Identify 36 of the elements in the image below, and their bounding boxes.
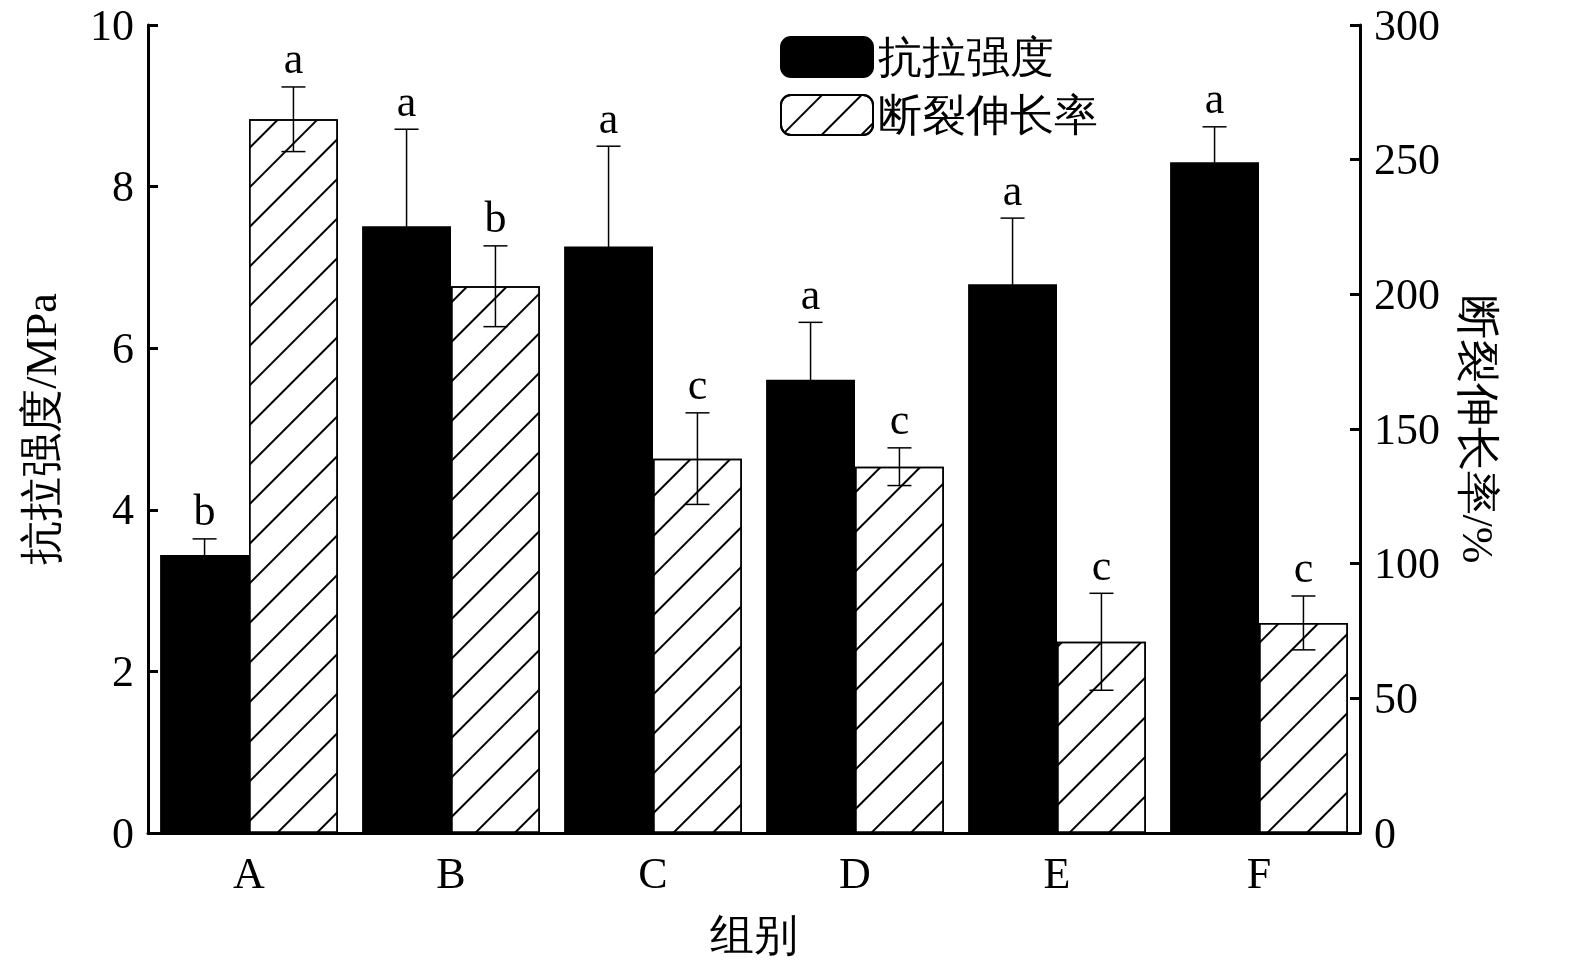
y-tick-label: 0 [112,808,134,858]
y2-tick-label: 250 [1374,135,1440,185]
y2-tick-label: 100 [1374,539,1440,589]
x-tick-label: D [839,848,871,898]
y2-tick-label: 200 [1374,269,1440,319]
x-tick-label: B [436,848,466,898]
x-tick-label: E [1043,848,1071,898]
data-label: c [889,395,910,445]
x-tick-label: A [233,848,266,898]
data-label: a [283,34,304,84]
data-label: c [1091,540,1112,590]
data-label: b [484,193,507,243]
x-axis-title: 组别 [710,910,798,960]
y-tick-label: 10 [90,0,134,50]
x-tick-label: F [1246,848,1272,898]
y2-tick-label: 0 [1374,808,1396,858]
data-label: a [396,76,417,126]
x-tick-label: C [638,848,668,898]
data-label: a [598,93,619,143]
y2-tick-label: 50 [1374,673,1418,723]
data-label: a [800,269,821,319]
y-tick-label: 6 [112,323,134,373]
legend-label: 断裂伸长率 [878,90,1098,140]
legend-label: 抗拉强度 [878,32,1054,82]
y2-axis-title: 断裂伸长率/% [1452,294,1502,564]
y2-tick-label: 150 [1374,404,1440,454]
y-tick-label: 4 [112,485,134,535]
y-tick-label: 2 [112,646,134,696]
data-label: b [193,486,216,536]
data-label: a [1002,165,1023,215]
y-tick-label: 8 [112,162,134,212]
data-label: c [687,360,708,410]
data-label: c [1293,543,1314,593]
y2-tick-label: 300 [1374,0,1440,50]
data-label: a [1204,74,1225,124]
y-axis-title: 抗拉强度/MPa [16,293,66,565]
